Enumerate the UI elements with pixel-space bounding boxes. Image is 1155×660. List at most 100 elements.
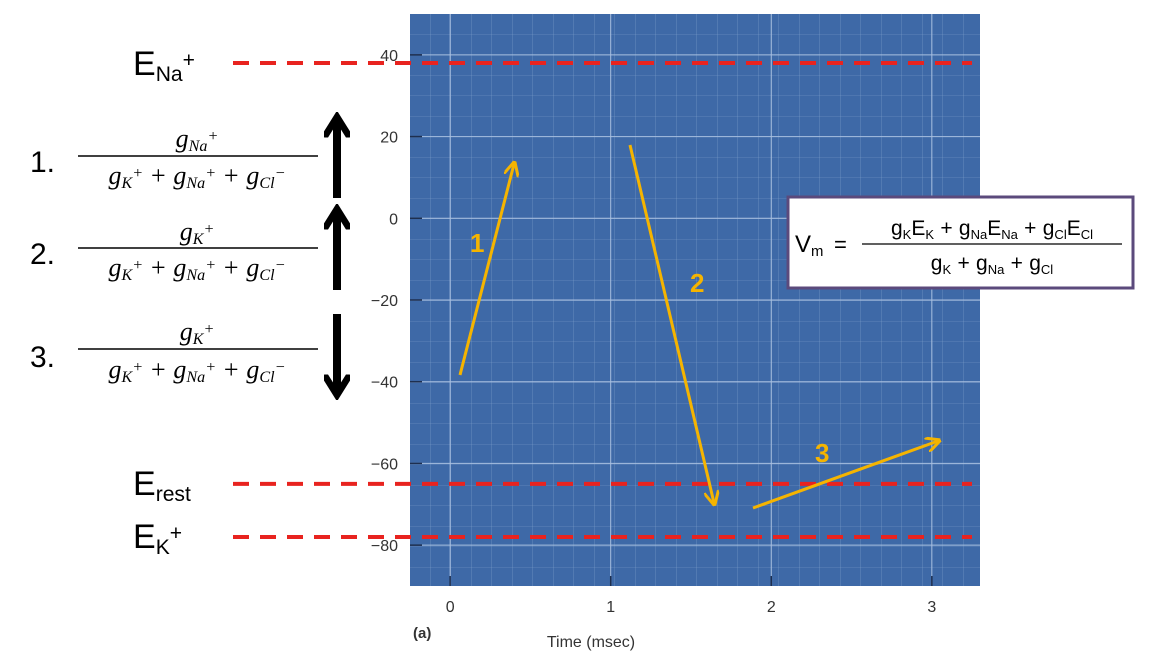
math-base: V	[795, 231, 811, 258]
math-sub: Na	[988, 262, 1005, 277]
math-base: g	[180, 317, 193, 346]
math-sub: K	[121, 175, 134, 192]
annotation: 3	[815, 438, 829, 468]
x-tick-label: 2	[767, 599, 776, 616]
math-sub: Cl	[1081, 227, 1093, 242]
y-tick-label: 0	[389, 211, 398, 228]
math-sub: Na	[188, 138, 208, 155]
math-sup: +	[205, 359, 216, 376]
y-tick-label: −80	[371, 538, 398, 555]
math-sup: +	[205, 165, 216, 182]
operator: +	[151, 253, 166, 282]
y-tick-label: −20	[371, 293, 398, 310]
math-sub: K	[156, 536, 170, 559]
math-base: g	[959, 217, 971, 240]
math-sub: Na	[185, 175, 205, 192]
formula-denominator: gK + gNa + gCl	[931, 252, 1054, 277]
math-sup: −	[275, 165, 286, 182]
x-tick-label: 0	[446, 599, 455, 616]
y-tick-label: 20	[380, 130, 398, 147]
math-sub: K	[903, 227, 912, 242]
phase-arrows	[458, 144, 938, 510]
math-sup: +	[170, 522, 182, 545]
math-sup: −	[275, 257, 286, 274]
math-sub: K	[925, 227, 934, 242]
operator: +	[1011, 252, 1023, 275]
math-sub: K	[942, 262, 951, 277]
reference-label: ENa+	[133, 45, 195, 86]
operator: +	[224, 355, 239, 384]
math-sub: K	[192, 331, 205, 348]
operator: +	[151, 161, 166, 190]
math-sub: Cl	[259, 369, 275, 386]
operator: +	[940, 217, 952, 240]
math-sup: −	[275, 359, 286, 376]
x-tick-label: 3	[927, 599, 936, 616]
operator: +	[224, 253, 239, 282]
math-sup: +	[203, 221, 214, 238]
math-base: E	[133, 465, 156, 503]
math-sub: Cl	[1054, 227, 1066, 242]
ratio-number: 3.	[30, 341, 55, 374]
math-base: g	[109, 355, 122, 384]
ratio-numerator: gNa+	[176, 124, 219, 155]
operator: +	[1024, 217, 1036, 240]
reference-label: EK+	[133, 518, 182, 559]
math-sub: K	[121, 267, 134, 284]
math-base: E	[133, 518, 156, 556]
math-sub: Na	[185, 369, 205, 386]
math-base: E	[987, 217, 1001, 240]
math-base: g	[1043, 217, 1055, 240]
reference-label: Erest	[133, 465, 191, 506]
operator: +	[224, 161, 239, 190]
math-base: g	[976, 252, 988, 275]
ratio-denominator: gK+ + gNa+ + gCl−	[109, 253, 286, 284]
ratio-denominator: gK+ + gNa+ + gCl−	[109, 161, 286, 192]
math-sup: +	[132, 257, 143, 274]
math-sub: rest	[156, 483, 191, 506]
math-base: g	[246, 355, 259, 384]
x-axis-label: Time (msec)	[547, 634, 635, 651]
ratio-numerator: gK+	[180, 317, 215, 348]
panel-label: (a)	[413, 625, 431, 642]
arrow	[628, 144, 714, 503]
annotation: 1	[470, 228, 484, 258]
formula-left: Vm	[795, 231, 823, 260]
math-base: g	[1029, 252, 1041, 275]
math-sup: +	[207, 128, 218, 145]
arrow	[458, 164, 514, 376]
math-base: g	[246, 253, 259, 282]
math-base: g	[176, 124, 189, 153]
math-sup: +	[132, 359, 143, 376]
math-base: g	[109, 253, 122, 282]
y-tick-label: −40	[371, 375, 398, 392]
math-sup: +	[132, 165, 143, 182]
formula-numerator: gKEK + gNaENa + gClECl	[891, 217, 1093, 242]
math-base: g	[173, 161, 186, 190]
math-base: g	[173, 355, 186, 384]
math-base: g	[891, 217, 903, 240]
math-base: E	[1067, 217, 1081, 240]
math-sub: Cl	[259, 175, 275, 192]
y-tick-label: 40	[380, 48, 398, 65]
ratio-number: 1.	[30, 146, 55, 179]
ratio-number: 2.	[30, 238, 55, 271]
math-sub: Na	[971, 227, 988, 242]
formula-equals: =	[834, 232, 847, 257]
formula-box	[786, 195, 1135, 290]
math-base: g	[109, 161, 122, 190]
y-tick-label: −60	[371, 456, 398, 473]
operator: +	[957, 252, 969, 275]
math-base: g	[931, 252, 943, 275]
x-tick-label: 1	[606, 599, 615, 616]
math-sub: m	[811, 244, 823, 260]
ratio-denominator: gK+ + gNa+ + gCl−	[109, 355, 286, 386]
math-sub: K	[121, 369, 134, 386]
arrow	[752, 441, 938, 510]
ratio-numerator: gK+	[180, 217, 215, 248]
math-sup: +	[183, 49, 195, 72]
math-sup: +	[205, 257, 216, 274]
math-sup: +	[203, 321, 214, 338]
math-base: g	[246, 161, 259, 190]
